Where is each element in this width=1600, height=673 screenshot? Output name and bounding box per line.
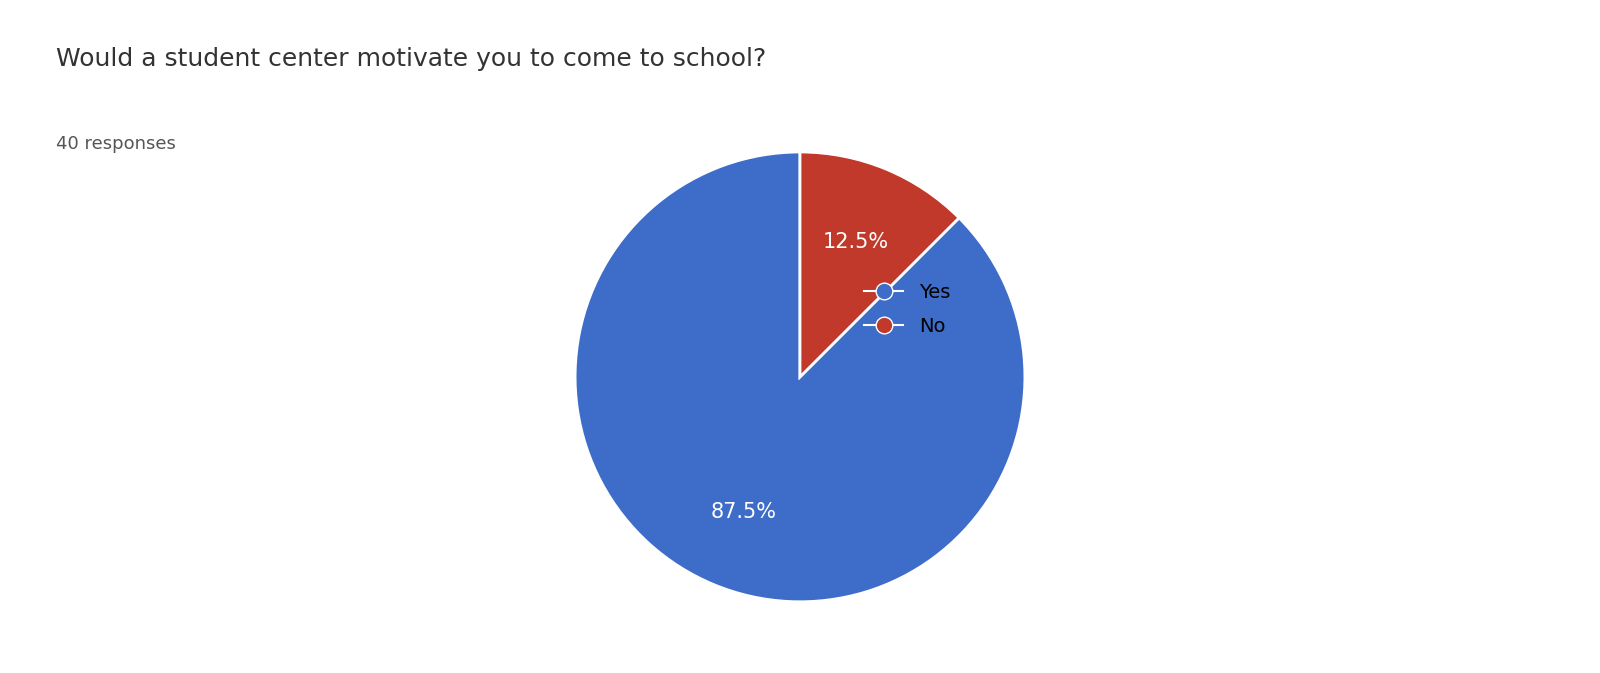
Wedge shape <box>800 152 958 377</box>
Legend: Yes, No: Yes, No <box>854 273 960 346</box>
Text: 12.5%: 12.5% <box>822 232 890 252</box>
Wedge shape <box>574 152 1026 602</box>
Text: Would a student center motivate you to come to school?: Would a student center motivate you to c… <box>56 47 766 71</box>
Text: 87.5%: 87.5% <box>710 502 778 522</box>
Text: 40 responses: 40 responses <box>56 135 176 153</box>
